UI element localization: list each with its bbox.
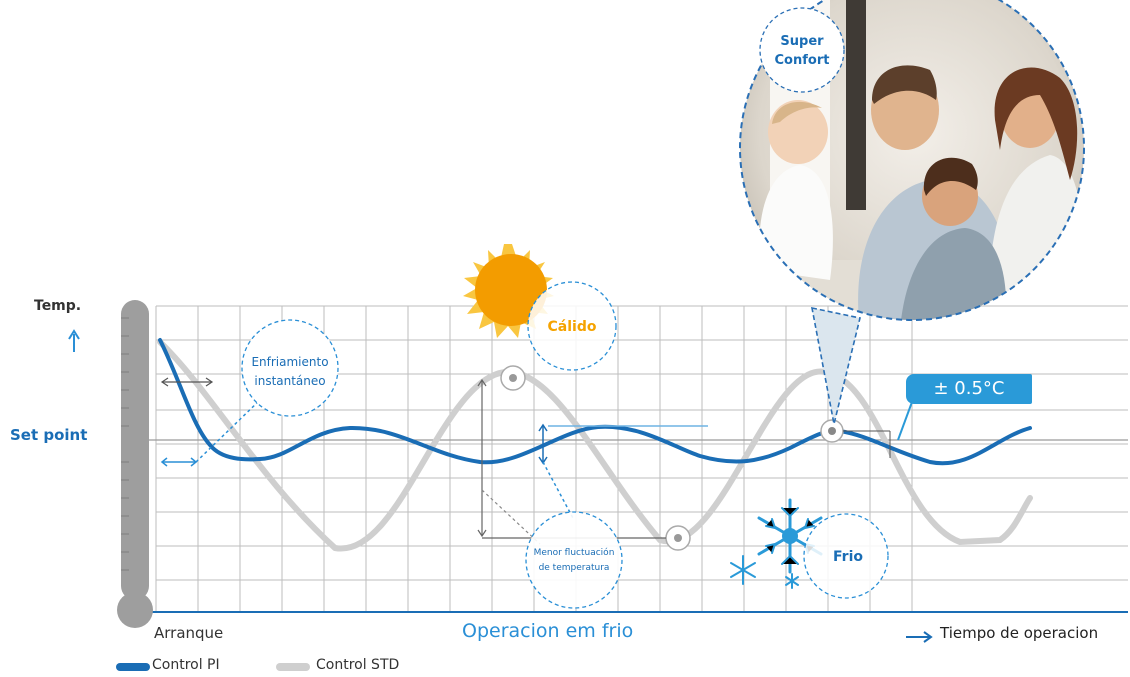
std-range-arrow: [477, 378, 666, 545]
operation-label: Operacion em frio: [462, 620, 634, 642]
temp-label: Temp.: [34, 298, 82, 314]
warm-text: Cálido: [548, 319, 597, 335]
legend-std-label: Control STD: [316, 657, 400, 673]
warm-callout: [527, 281, 617, 371]
chart-grid: [155, 305, 1128, 612]
control-pi-curve: [158, 338, 1032, 466]
less-fluctuation-text-2: de temperatura: [539, 563, 610, 573]
super-confort-text-2: Confort: [775, 53, 830, 68]
rapid-cooling-arrow: [160, 397, 263, 467]
cold-text: Frio: [833, 549, 863, 565]
tolerance-marker: [820, 401, 913, 458]
std-peak-marker: [500, 365, 526, 391]
rapid-cooling-text-2: instantáneo: [254, 374, 325, 388]
legend-pi-label: Control PI: [152, 657, 220, 673]
thermometer-icon: [117, 300, 153, 628]
pi-range-arrow: [538, 423, 708, 521]
legend-pi-swatch: [116, 663, 150, 671]
rapid-cooling-markers: [160, 377, 214, 387]
small-snowflake-icon: [730, 555, 799, 589]
tolerance-badge: ± 0.5°C: [906, 374, 1032, 404]
rapid-cooling-callout: [241, 319, 339, 417]
super-confort-callout: [759, 7, 845, 93]
arrow-right-icon: [906, 631, 933, 643]
set-point-label: Set point: [10, 426, 88, 444]
rapid-cooling-text-1: Enfriamiento: [251, 355, 328, 369]
arrow-up-head: [68, 329, 80, 340]
start-label: Arranque: [154, 624, 224, 642]
cold-callout: [803, 513, 889, 599]
photo-bubble-frame: [739, 0, 1085, 321]
photo-bubble-pointer: [810, 306, 861, 425]
super-confort-text-1: Super: [780, 34, 824, 49]
control-std-curve: [157, 339, 1033, 552]
legend-std-swatch: [276, 663, 310, 671]
less-fluctuation-text-1: Menor fluctuación: [534, 547, 615, 558]
time-axis-label: Tiempo de operacion: [940, 624, 1099, 642]
std-trough-marker: [665, 525, 691, 551]
less-fluctuation-callout: [525, 511, 623, 609]
